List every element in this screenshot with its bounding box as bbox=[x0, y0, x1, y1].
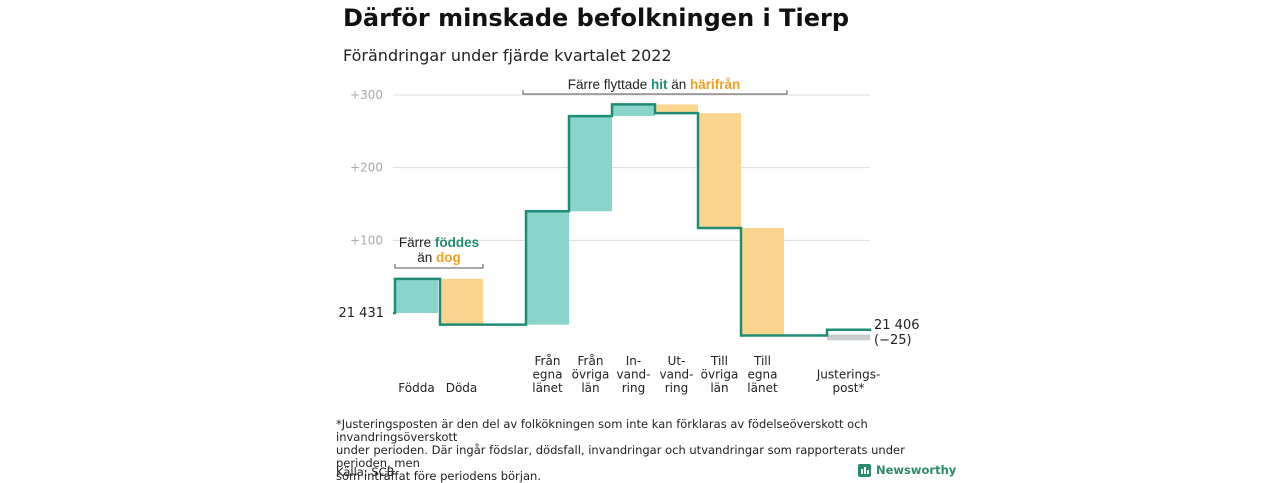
waterfall-bar bbox=[827, 334, 870, 341]
footnote-line: som inträffat före periodens början. bbox=[336, 469, 541, 483]
annotation-part: dog bbox=[436, 250, 461, 265]
waterfall-bar bbox=[698, 113, 741, 228]
waterfall-bar bbox=[569, 116, 612, 212]
annotation-births-deaths: Färre föddes bbox=[399, 235, 479, 250]
category-label: länet bbox=[532, 381, 563, 395]
annotation-part: föddes bbox=[435, 235, 479, 250]
brand-name: Newsworthy bbox=[876, 463, 957, 477]
footnote-line: *Justeringsposten är den del av folkökni… bbox=[336, 417, 868, 444]
category-label: Till bbox=[753, 354, 771, 368]
annotation-bracket bbox=[522, 90, 788, 95]
category-label: Justerings- bbox=[816, 368, 881, 382]
category-label: Döda bbox=[446, 381, 478, 395]
source-text: Källa: SCB bbox=[336, 465, 395, 479]
category-label: Till bbox=[710, 354, 728, 368]
chart-title: Därför minskade befolkningen i Tierp bbox=[343, 4, 849, 32]
category-label: övriga bbox=[572, 368, 610, 382]
waterfall-bar bbox=[526, 211, 569, 325]
annotation-part: Färre flyttade bbox=[568, 77, 651, 92]
category-label: ring bbox=[665, 381, 689, 395]
category-label: ring bbox=[622, 381, 646, 395]
category-label: Från bbox=[535, 354, 561, 368]
y-tick-label: +100 bbox=[350, 233, 383, 247]
category-label: län bbox=[581, 381, 599, 395]
category-label: In- bbox=[626, 354, 641, 368]
footnote-line: under perioden. Där ingår födslar, dödsf… bbox=[336, 443, 905, 470]
waterfall-bar bbox=[440, 278, 483, 325]
chart-subtitle: Förändringar under fjärde kvartalet 2022 bbox=[343, 46, 672, 65]
y-tick-label: +200 bbox=[350, 161, 383, 175]
annotation-bracket bbox=[394, 264, 484, 269]
annotation-migration: Färre flyttade hit än härifrån bbox=[568, 77, 741, 92]
category-label: länet bbox=[747, 381, 778, 395]
end-value-label: (−25) bbox=[874, 333, 912, 348]
footnote: *Justeringsposten är den del av folkökni… bbox=[336, 418, 956, 483]
category-label: Från bbox=[578, 354, 604, 368]
waterfall-bar bbox=[741, 227, 784, 336]
waterfall-chart: +100 +200 +300 21 431 21 406(−25) Födda Döda Fr… bbox=[339, 77, 920, 395]
category-label: län bbox=[710, 381, 728, 395]
category-label: vand- bbox=[659, 368, 693, 382]
category-label: Födda bbox=[398, 381, 434, 395]
waterfall-bar bbox=[612, 104, 655, 117]
brand-logo: Newsworthy bbox=[858, 463, 956, 477]
category-label: egna bbox=[748, 368, 778, 382]
category-label: post* bbox=[833, 381, 865, 395]
newsworthy-icon bbox=[858, 463, 871, 477]
annotation-part: hit bbox=[651, 77, 668, 92]
category-label: Ut- bbox=[668, 354, 686, 368]
waterfall-bar bbox=[655, 104, 698, 114]
y-tick-label: +300 bbox=[350, 88, 383, 102]
annotation-births-deaths: än dog bbox=[417, 250, 461, 265]
annotation-part: än bbox=[667, 77, 690, 92]
annotation-part: härifrån bbox=[690, 77, 740, 92]
waterfall-line bbox=[393, 103, 872, 337]
category-label: övriga bbox=[701, 368, 739, 382]
annotation-part: än bbox=[417, 250, 436, 265]
category-label: vand- bbox=[616, 368, 650, 382]
waterfall-bar bbox=[395, 278, 438, 313]
annotation-part: Färre bbox=[399, 235, 435, 250]
start-value-label: 21 431 bbox=[339, 306, 385, 321]
category-label: egna bbox=[533, 368, 563, 382]
end-value-label: 21 406 bbox=[874, 318, 920, 333]
